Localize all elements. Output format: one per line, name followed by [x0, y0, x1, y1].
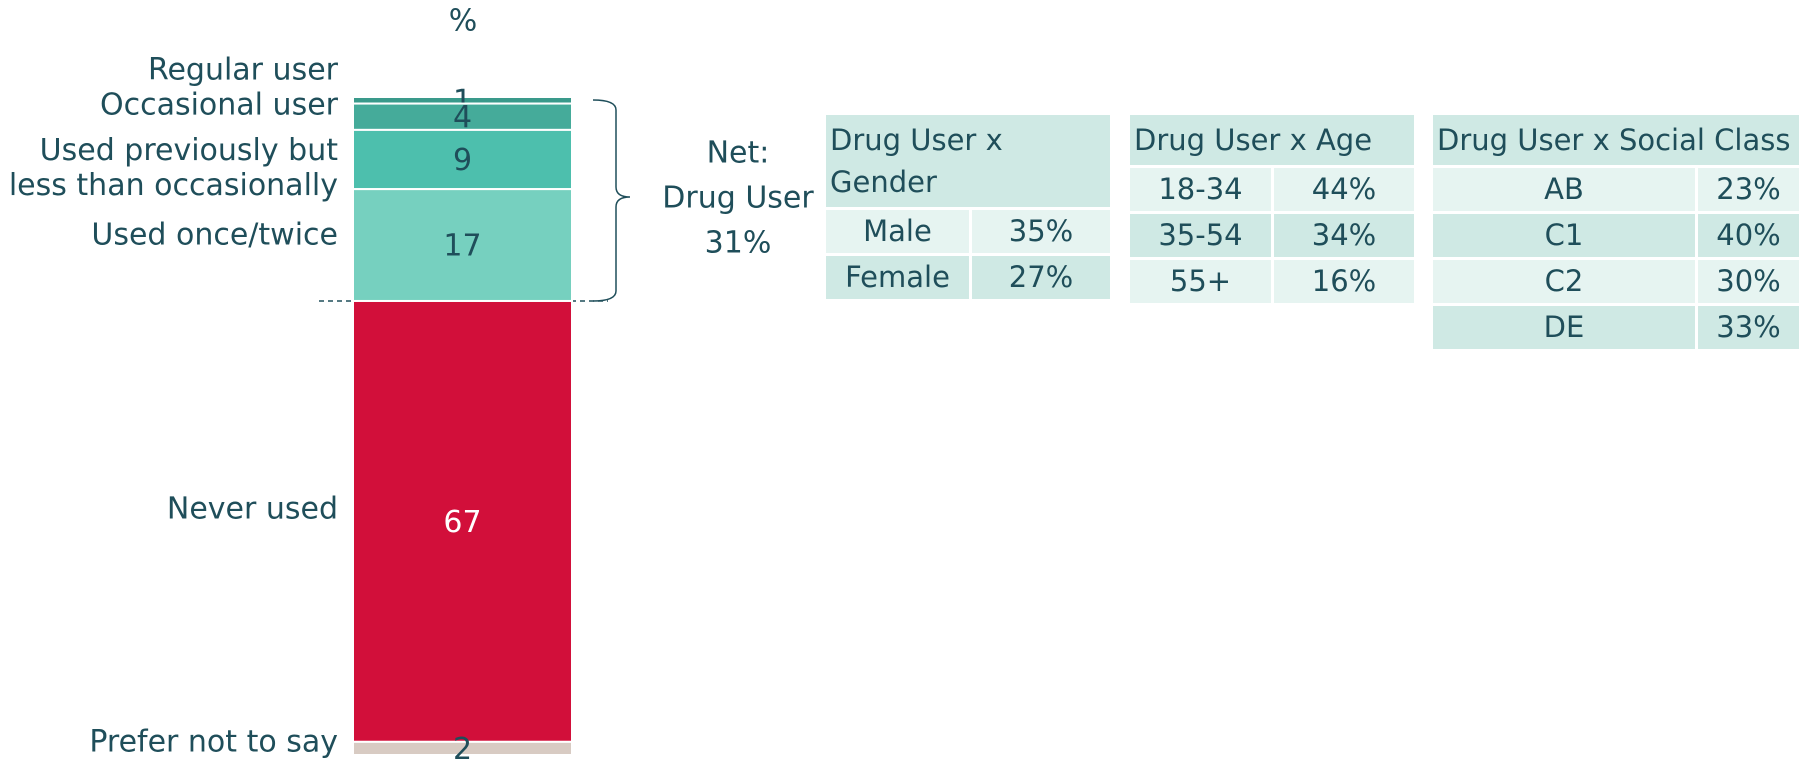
- table-header: Drug User x Age: [1130, 115, 1414, 165]
- category-label: Prefer not to say: [89, 725, 338, 760]
- net-bracket: [592, 99, 631, 302]
- table-row-label: 35-54: [1130, 214, 1271, 257]
- bar-segment: [352, 128, 573, 191]
- table-row-label: Female: [826, 256, 969, 299]
- table-row-label: 18-34: [1130, 168, 1271, 211]
- value-label: 67: [443, 505, 481, 540]
- value-label: 17: [443, 229, 481, 264]
- category-label: Regular user: [148, 53, 339, 88]
- table-row-label: C1: [1433, 214, 1695, 257]
- table: Drug User x Social Class AB 23% C1 40% C2 30% D…: [1433, 115, 1799, 349]
- table-value: 27%: [972, 256, 1110, 299]
- category-label: Used previously but less than occasionall…: [9, 133, 338, 203]
- bar-segment: [352, 102, 573, 131]
- category-label: Never used: [167, 492, 338, 527]
- table-value: 34%: [1274, 214, 1414, 257]
- table-row-label: 55+: [1130, 260, 1271, 303]
- table-row-label: Male: [826, 210, 969, 253]
- table-value: 16%: [1274, 260, 1414, 303]
- table-value: 35%: [972, 210, 1110, 253]
- table-row-label: C2: [1433, 260, 1695, 303]
- axis-label: %: [449, 4, 478, 39]
- table-value: 40%: [1698, 214, 1799, 257]
- table: Drug User x Age 18-34 44% 35-54 34% 55+ 16%: [1130, 115, 1414, 303]
- bar-segment: [352, 299, 573, 743]
- bar-segment: [352, 188, 573, 302]
- net-label: 31%: [705, 226, 772, 261]
- bar-segment: [352, 740, 573, 757]
- table-value: 23%: [1698, 168, 1799, 211]
- table-row-label: DE: [1433, 306, 1695, 349]
- table-value: 44%: [1274, 168, 1414, 211]
- category-label: Occasional user: [100, 88, 339, 123]
- table: Drug User x Gender Male 35% Female 27%: [826, 115, 1110, 299]
- table-value: 30%: [1698, 260, 1799, 303]
- value-label: 4: [453, 100, 472, 135]
- net-label: Drug User: [662, 181, 814, 216]
- table-value: 33%: [1698, 306, 1799, 349]
- table-row-label: AB: [1433, 168, 1695, 211]
- net-label: Net:: [707, 136, 770, 171]
- value-label: 9: [453, 143, 472, 178]
- value-label: 2: [453, 732, 472, 764]
- table-header: Drug User x Social Class: [1433, 115, 1799, 165]
- category-label: Used once/twice: [91, 218, 338, 253]
- table-header: Drug User x Gender: [826, 115, 1110, 207]
